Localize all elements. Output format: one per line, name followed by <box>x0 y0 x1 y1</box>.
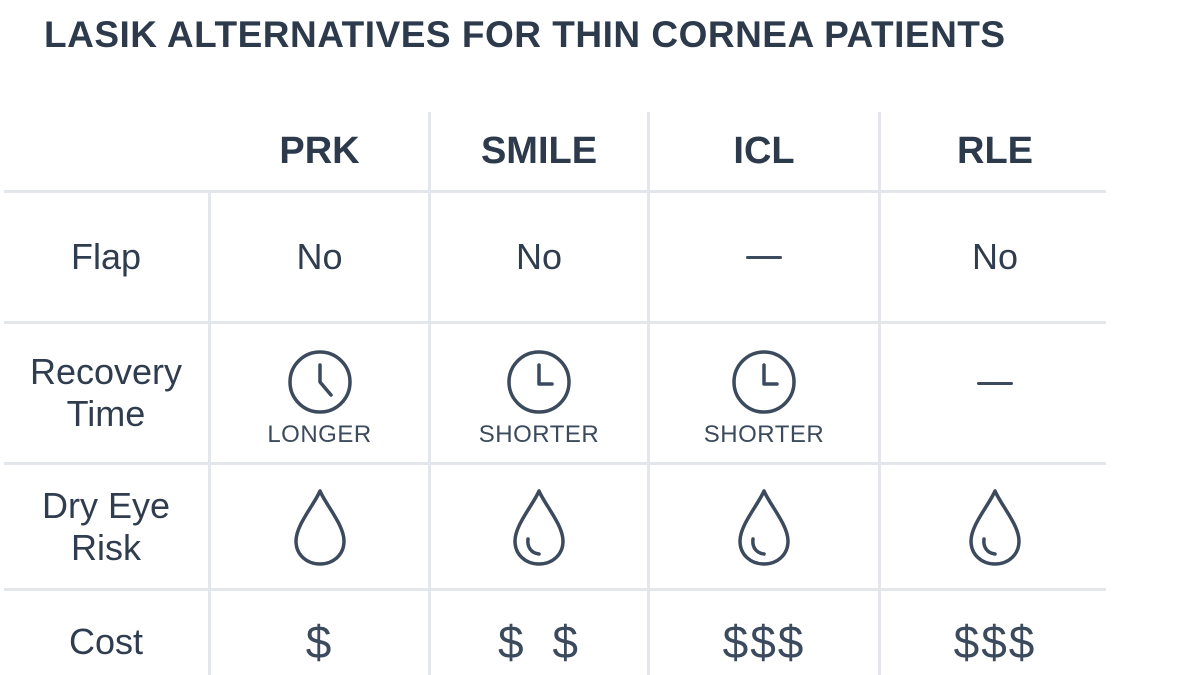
flap-rle-value: No <box>971 236 1019 277</box>
grid-line-col-smile-right <box>647 112 650 675</box>
grid-line-col-icl-right <box>878 112 881 675</box>
recovery-smile-cell: SHORTER <box>431 324 647 462</box>
grid-line-row-flap-bottom <box>4 321 1106 324</box>
dry-eye-smile-cell <box>431 465 647 588</box>
page-title: LASIK ALTERNATIVES FOR THIN CORNEA PATIE… <box>44 14 1006 55</box>
dry-eye-icl-cell <box>650 465 878 588</box>
recovery-icl-cell: SHORTER <box>650 324 878 462</box>
recovery-prk-caption: LONGER <box>267 421 372 448</box>
flap-smile-value: No <box>515 236 563 277</box>
water-drop-icon <box>969 488 1021 566</box>
row-header-cost: Cost <box>68 621 144 662</box>
column-header-rle: RLE <box>957 129 1033 172</box>
grid-line-row-dryeye-bottom <box>4 588 1106 591</box>
clock-icon <box>732 350 796 414</box>
dry-eye-prk-cell <box>211 465 428 588</box>
clock-icon <box>507 350 571 414</box>
water-drop-icon <box>738 488 790 566</box>
dash-icon <box>977 381 1013 385</box>
column-header-smile: SMILE <box>480 129 598 172</box>
recovery-prk-cell: LONGER <box>211 324 428 462</box>
row-header-recovery-line1: Recovery <box>29 351 183 392</box>
row-header-recovery-line2: Time <box>66 393 146 434</box>
column-header-prk: PRK <box>279 129 360 172</box>
grid-line-header-bottom <box>4 190 1106 193</box>
column-header-icl: ICL <box>733 129 795 172</box>
water-drop-icon <box>293 488 346 566</box>
flap-icl-value <box>650 193 878 321</box>
row-header-dryeye-line1: Dry Eye <box>41 484 171 526</box>
row-header-flap: Flap <box>70 236 142 277</box>
recovery-icl-caption: SHORTER <box>703 421 825 448</box>
recovery-smile-caption: SHORTER <box>478 421 600 448</box>
row-header-recovery-time: Recovery Time <box>4 324 208 462</box>
recovery-rle-cell <box>881 324 1109 442</box>
cost-smile-value: $ $ <box>498 616 580 668</box>
cost-icl-value: $$$ <box>722 616 806 668</box>
row-header-dryeye-line2: Risk <box>71 526 141 568</box>
clock-icon <box>287 350 352 414</box>
cost-prk-value: $ <box>305 616 334 668</box>
dash-icon <box>746 255 782 259</box>
grid-line-row-recovery-bottom <box>4 462 1106 465</box>
water-drop-icon <box>513 488 565 566</box>
dry-eye-rle-cell <box>881 465 1109 588</box>
grid-line-col-prk-right <box>428 112 431 675</box>
row-header-dry-eye-risk: Dry Eye Risk <box>4 465 208 588</box>
flap-prk-value: No <box>296 236 343 277</box>
cost-rle-value: $$$ <box>953 616 1037 668</box>
grid-line-col-label-right <box>208 193 211 675</box>
